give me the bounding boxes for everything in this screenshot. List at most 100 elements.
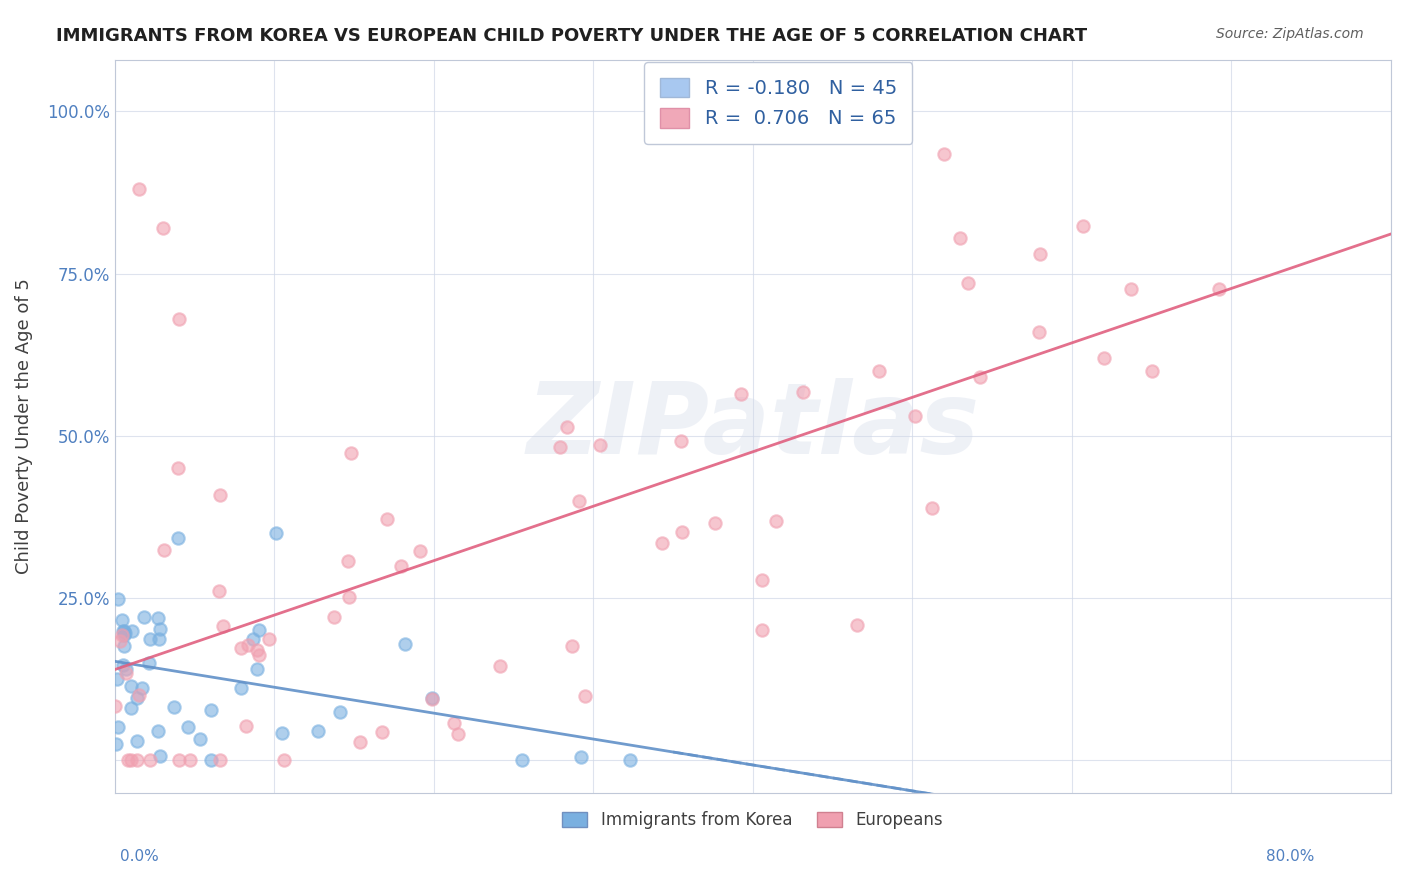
Point (111, 613, 134, 627)
Point (229, 640, 252, 655)
Point (488, 659, 510, 673)
Point (177, 720, 200, 734)
Point (131, 681, 153, 695)
Point (409, 543, 432, 558)
Point (257, 632, 280, 646)
Point (117, 753, 139, 767)
Point (730, 387, 752, 401)
Point (104, 699, 127, 714)
Point (1092, 351, 1115, 365)
Point (235, 718, 257, 732)
Point (120, 679, 142, 693)
Point (111, 624, 134, 638)
Point (111, 657, 134, 672)
Point (394, 637, 416, 651)
Point (671, 434, 693, 449)
Point (200, 753, 222, 767)
Point (371, 725, 394, 739)
Point (349, 735, 371, 749)
Point (246, 643, 269, 657)
Point (146, 724, 169, 739)
Point (377, 512, 399, 526)
Point (420, 690, 443, 705)
Point (104, 737, 127, 751)
Point (120, 753, 142, 767)
Point (340, 446, 363, 460)
Point (179, 753, 201, 767)
Point (139, 632, 162, 647)
Point (208, 753, 231, 767)
Point (846, 618, 869, 632)
Point (792, 384, 814, 399)
Point (167, 753, 190, 767)
Point (247, 624, 270, 638)
Point (153, 542, 176, 557)
Point (550, 440, 572, 454)
Point (246, 662, 269, 676)
Point (231, 681, 253, 695)
Point (111, 628, 134, 642)
Legend: Immigrants from Korea, Europeans: Immigrants from Korea, Europeans (555, 805, 950, 836)
Point (149, 748, 172, 763)
Point (107, 720, 129, 734)
Point (112, 628, 135, 642)
Point (704, 516, 727, 531)
Point (167, 312, 190, 326)
Point (212, 619, 235, 633)
Point (446, 727, 468, 741)
Point (121, 624, 143, 638)
Point (1140, 364, 1163, 378)
Point (1071, 219, 1094, 234)
Point (336, 554, 359, 568)
Point (949, 231, 972, 245)
Point (114, 626, 136, 640)
Point (139, 753, 162, 767)
Point (125, 753, 148, 767)
Point (114, 624, 136, 638)
Point (420, 691, 443, 706)
Point (166, 461, 188, 475)
Point (561, 639, 583, 653)
Point (619, 753, 641, 767)
Point (571, 750, 593, 764)
Point (751, 573, 773, 587)
Point (108, 633, 131, 648)
Point (868, 364, 890, 378)
Point (1028, 326, 1050, 340)
Point (148, 622, 170, 636)
Point (242, 632, 264, 647)
Text: 0.0%: 0.0% (120, 849, 159, 863)
Point (132, 610, 155, 624)
Point (200, 703, 222, 717)
Point (1208, 282, 1230, 296)
Point (921, 501, 943, 516)
Point (127, 734, 149, 748)
Text: 80.0%: 80.0% (1267, 849, 1315, 863)
Point (105, 672, 128, 686)
Point (264, 526, 287, 541)
Point (236, 639, 259, 653)
Point (107, 592, 129, 607)
Text: Source: ZipAtlas.com: Source: ZipAtlas.com (1216, 27, 1364, 41)
Point (1029, 247, 1052, 261)
Point (128, 688, 150, 702)
Point (120, 701, 142, 715)
Point (329, 706, 352, 720)
Point (307, 723, 329, 738)
Point (208, 583, 231, 598)
Point (969, 370, 991, 384)
Point (166, 531, 188, 545)
Point (273, 753, 295, 767)
Point (125, 690, 148, 705)
Point (128, 182, 150, 196)
Point (323, 610, 346, 624)
Point (567, 494, 589, 508)
Point (555, 419, 578, 434)
Point (271, 725, 294, 739)
Point (671, 524, 693, 539)
Point (152, 221, 174, 235)
Text: ZIPatlas: ZIPatlas (526, 377, 980, 475)
Point (188, 732, 211, 747)
Point (115, 662, 138, 676)
Text: IMMIGRANTS FROM KOREA VS EUROPEAN CHILD POVERTY UNDER THE AGE OF 5 CORRELATION C: IMMIGRANTS FROM KOREA VS EUROPEAN CHILD … (56, 27, 1087, 45)
